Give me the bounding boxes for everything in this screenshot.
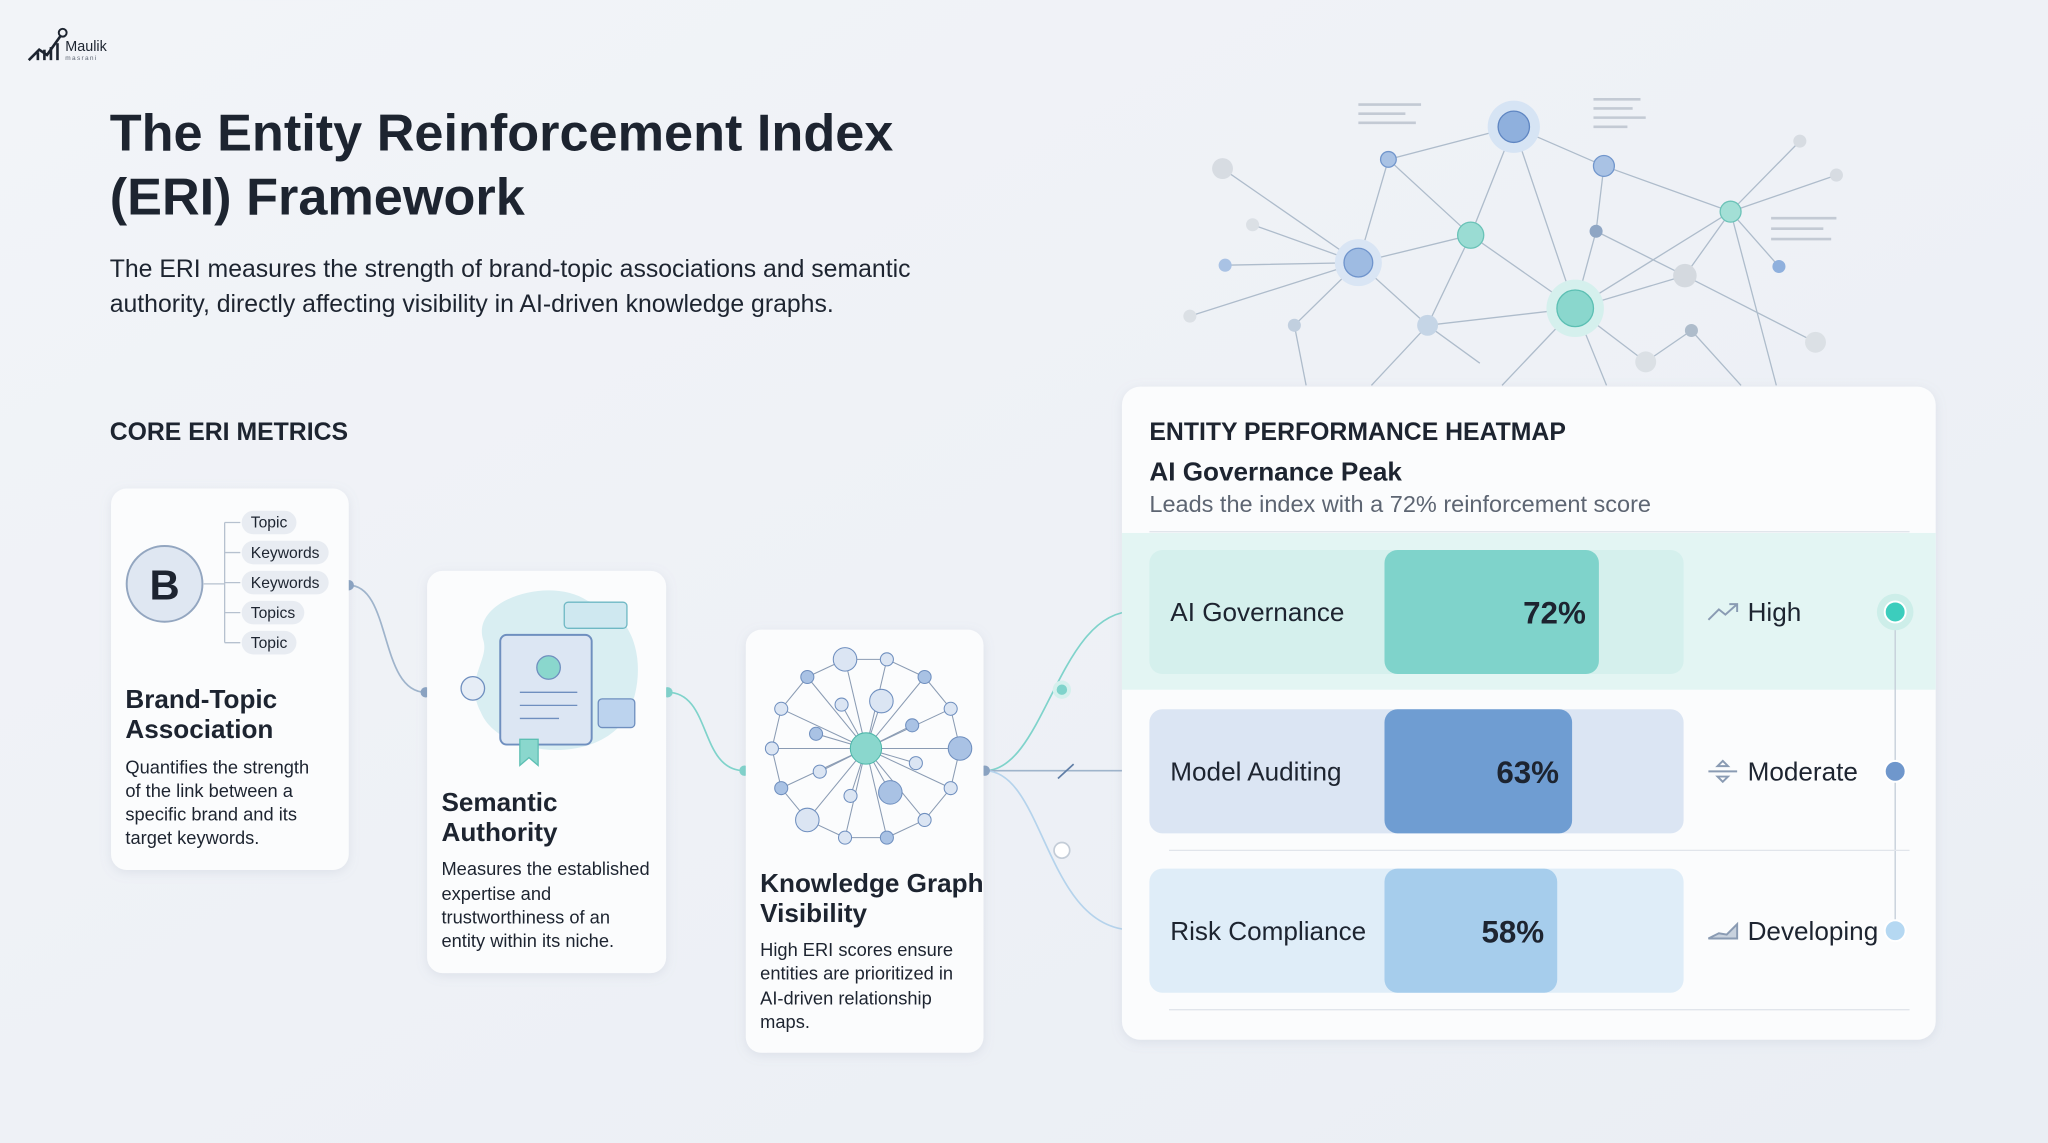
chip-label: Keywords [251,545,320,562]
network-node [774,701,789,716]
network-node [879,652,894,667]
network-node [800,669,815,685]
status-dot [1883,759,1907,783]
title: The Entity Reinforcement Index [110,104,894,162]
card-description: Quantifies the strength [125,756,309,777]
chip [241,600,305,625]
heatmap-description: Leads the index with a 72% reinforcement… [1149,491,1651,517]
network-node [943,781,958,796]
network-node [832,647,858,672]
network-node [879,830,894,845]
network-node [843,788,858,803]
metric-card [745,629,984,1053]
network-node [795,807,820,833]
card-title: Knowledge Graph [760,868,983,898]
network-node [774,781,789,796]
logo: Maulik masrani [27,27,108,62]
card-description: expertise and [441,883,551,904]
chip-label: Topic [251,635,288,652]
network-node [905,718,920,733]
value-label: 63% [1496,755,1559,790]
chip-label: Keywords [251,575,320,592]
network-node [947,736,973,761]
description: The ERI measures the strength of brand-t… [110,256,911,283]
card-description: target keywords. [125,827,259,848]
card-title: Authority [441,817,558,847]
status-label: Moderate [1748,756,1858,786]
card-title: Association [125,714,273,744]
value-label: 58% [1481,914,1544,949]
heatmap-subtitle: AI Governance Peak [1149,457,1402,487]
chip [241,540,329,565]
status-label: High [1748,597,1802,627]
logo-sub: masrani [65,55,97,62]
card-description: trustworthiness of an [441,906,610,927]
status-dot [1883,600,1907,624]
network-node [869,688,894,714]
heatmap-title: ENTITY PERFORMANCE HEATMAP [1149,419,1566,446]
network-decoration [1183,98,1843,386]
description: authority, directly affecting visibility… [110,291,834,318]
network-node [837,830,853,845]
chip [241,630,297,655]
bar [1384,709,1573,834]
network-node [812,764,827,779]
logo-name: Maulik [65,39,107,55]
title: (ERI) Framework [110,168,526,226]
bar [1384,549,1599,675]
card-description: High ERI scores ensure [760,939,953,960]
card-title: Brand-Topic [125,684,277,714]
network-node [917,812,932,828]
network-node [917,669,932,685]
status-icon [1707,921,1739,940]
chip-label: Topics [251,605,296,622]
row-label: Model Auditing [1170,756,1341,786]
network-node [808,726,824,741]
network-node [908,756,923,771]
network-node [764,741,779,756]
chip [241,510,297,535]
card-description: AI-driven relationship [760,987,932,1008]
network-node [849,732,883,765]
chip [241,570,329,595]
status-dot [1883,919,1907,943]
metric-card: B Topic Keywords Keywords Topics Topic [111,488,349,870]
status-icon [1707,603,1739,621]
network-node [943,701,958,716]
card-description: specific brand and its [125,803,297,824]
value-label: 72% [1523,596,1586,631]
network-node [878,780,903,805]
chip-label: Topic [251,515,288,532]
card-description: of the link between a [125,780,293,801]
status-icon [1708,759,1738,784]
metric-card [427,570,667,974]
brand-icon: B [149,562,179,609]
card-description: Measures the established [441,858,649,879]
card-title: Visibility [760,898,867,928]
bar [1384,868,1558,993]
card-description: entities are prioritized in [760,963,953,984]
network-node [834,697,849,712]
row-label: AI Governance [1170,597,1344,627]
status-label: Developing [1748,916,1879,946]
row-label: Risk Compliance [1170,916,1366,946]
card-description: entity within its niche. [441,930,614,951]
card-title: Semantic [441,787,557,817]
section-heading: CORE ERI METRICS [110,419,348,446]
card-description: maps. [760,1011,810,1032]
